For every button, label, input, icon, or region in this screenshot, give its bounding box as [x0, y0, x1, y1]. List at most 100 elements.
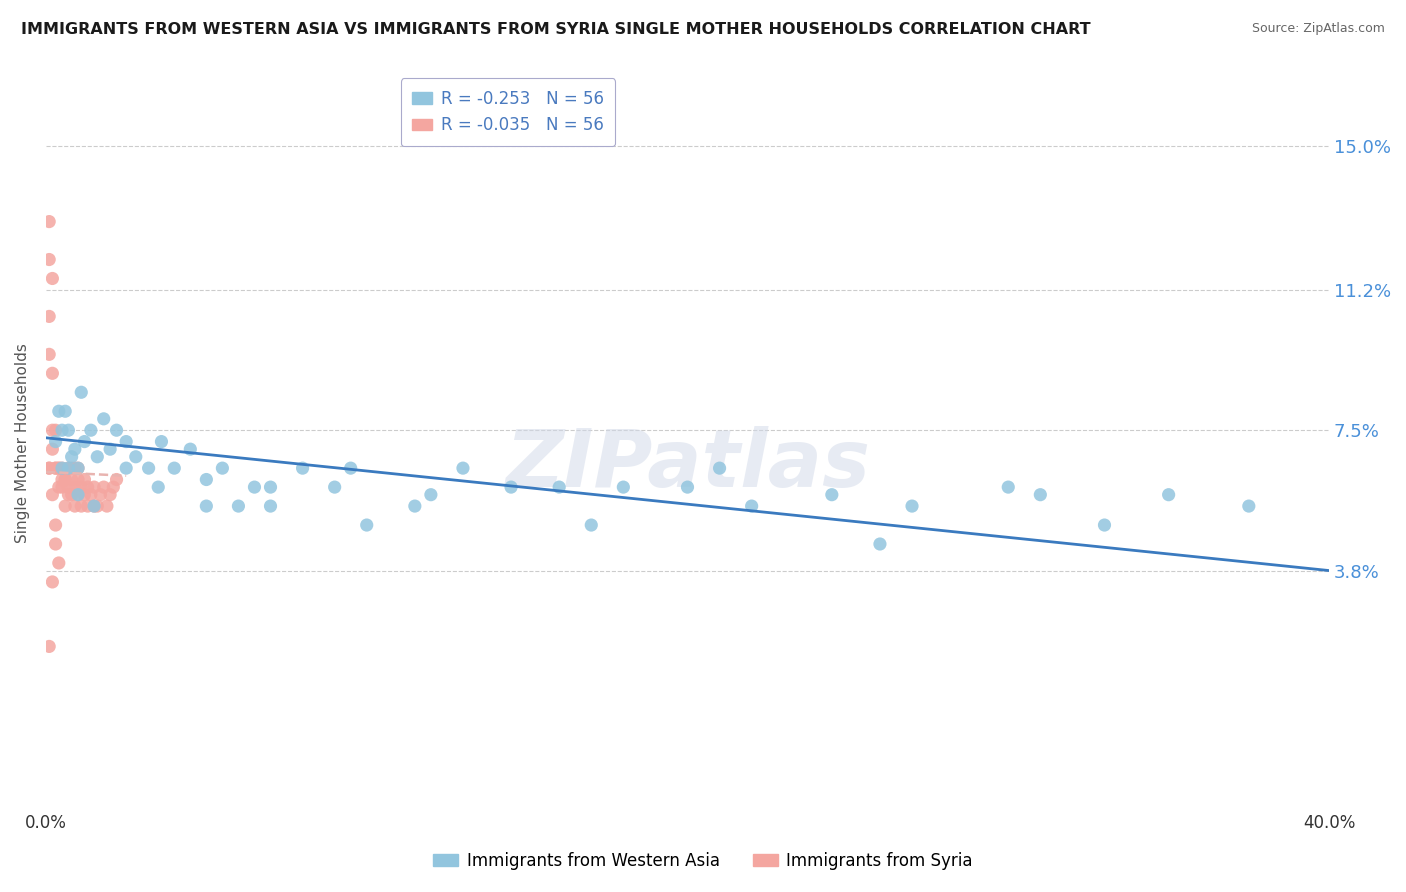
Point [148, 480, 170, 494]
Point [53, 473, 76, 487]
Point [67, 473, 90, 487]
Point [67, 488, 90, 502]
Point [676, 480, 699, 494]
Point [581, 518, 603, 533]
Point [105, 473, 128, 487]
Point [356, 518, 378, 533]
Point [38, 252, 60, 267]
Point [612, 480, 634, 494]
Point [548, 480, 571, 494]
Point [86, 450, 108, 464]
Point [93, 412, 115, 426]
Point [96, 499, 118, 513]
Point [83, 499, 105, 513]
Legend: R = -0.253   N = 56, R = -0.035   N = 56: R = -0.253 N = 56, R = -0.035 N = 56 [401, 78, 616, 146]
Point [70, 499, 93, 513]
Point [211, 461, 233, 475]
Point [53, 499, 76, 513]
Point [45, 461, 67, 475]
Point [70, 480, 93, 494]
Legend: Immigrants from Western Asia, Immigrants from Syria: Immigrants from Western Asia, Immigrants… [426, 846, 980, 877]
Point [53, 473, 76, 487]
Point [63, 442, 86, 457]
Point [741, 499, 763, 513]
Point [323, 480, 346, 494]
Point [73, 488, 96, 502]
Point [125, 450, 148, 464]
Point [48, 461, 70, 475]
Point [1157, 488, 1180, 502]
Point [901, 499, 924, 513]
Point [58, 423, 80, 437]
Point [821, 488, 844, 502]
Point [60, 473, 83, 487]
Point [73, 434, 96, 449]
Point [76, 480, 98, 494]
Point [60, 488, 83, 502]
Point [58, 480, 80, 494]
Point [1237, 499, 1260, 513]
Point [80, 488, 103, 502]
Point [259, 499, 281, 513]
Point [76, 499, 98, 513]
Point [1094, 518, 1116, 533]
Point [86, 499, 108, 513]
Point [70, 385, 93, 400]
Point [73, 473, 96, 487]
Point [138, 461, 160, 475]
Point [404, 499, 426, 513]
Point [709, 461, 731, 475]
Point [51, 461, 73, 475]
Point [45, 518, 67, 533]
Point [58, 488, 80, 502]
Point [195, 499, 218, 513]
Point [51, 423, 73, 437]
Point [48, 461, 70, 475]
Point [179, 442, 201, 457]
Point [195, 473, 218, 487]
Point [499, 480, 522, 494]
Text: ZIPatlas: ZIPatlas [505, 426, 870, 505]
Point [45, 537, 67, 551]
Point [291, 461, 314, 475]
Point [67, 488, 90, 502]
Point [41, 271, 63, 285]
Point [419, 488, 441, 502]
Text: Source: ZipAtlas.com: Source: ZipAtlas.com [1251, 22, 1385, 36]
Point [41, 574, 63, 589]
Point [51, 480, 73, 494]
Point [60, 450, 83, 464]
Point [63, 499, 86, 513]
Point [63, 461, 86, 475]
Point [67, 461, 90, 475]
Point [38, 640, 60, 654]
Point [38, 461, 60, 475]
Point [339, 461, 361, 475]
Point [89, 488, 111, 502]
Point [997, 480, 1019, 494]
Point [53, 404, 76, 418]
Point [45, 434, 67, 449]
Point [93, 480, 115, 494]
Point [41, 423, 63, 437]
Point [115, 434, 138, 449]
Point [228, 499, 250, 513]
Point [41, 488, 63, 502]
Point [41, 367, 63, 381]
Text: IMMIGRANTS FROM WESTERN ASIA VS IMMIGRANTS FROM SYRIA SINGLE MOTHER HOUSEHOLDS C: IMMIGRANTS FROM WESTERN ASIA VS IMMIGRAN… [21, 22, 1091, 37]
Point [163, 461, 186, 475]
Point [80, 423, 103, 437]
Point [67, 461, 90, 475]
Point [48, 480, 70, 494]
Point [98, 442, 121, 457]
Point [83, 480, 105, 494]
Point [63, 480, 86, 494]
Point [48, 404, 70, 418]
Point [38, 461, 60, 475]
Point [38, 310, 60, 324]
Point [1029, 488, 1052, 502]
Point [58, 461, 80, 475]
Point [51, 461, 73, 475]
Point [98, 488, 121, 502]
Point [38, 214, 60, 228]
